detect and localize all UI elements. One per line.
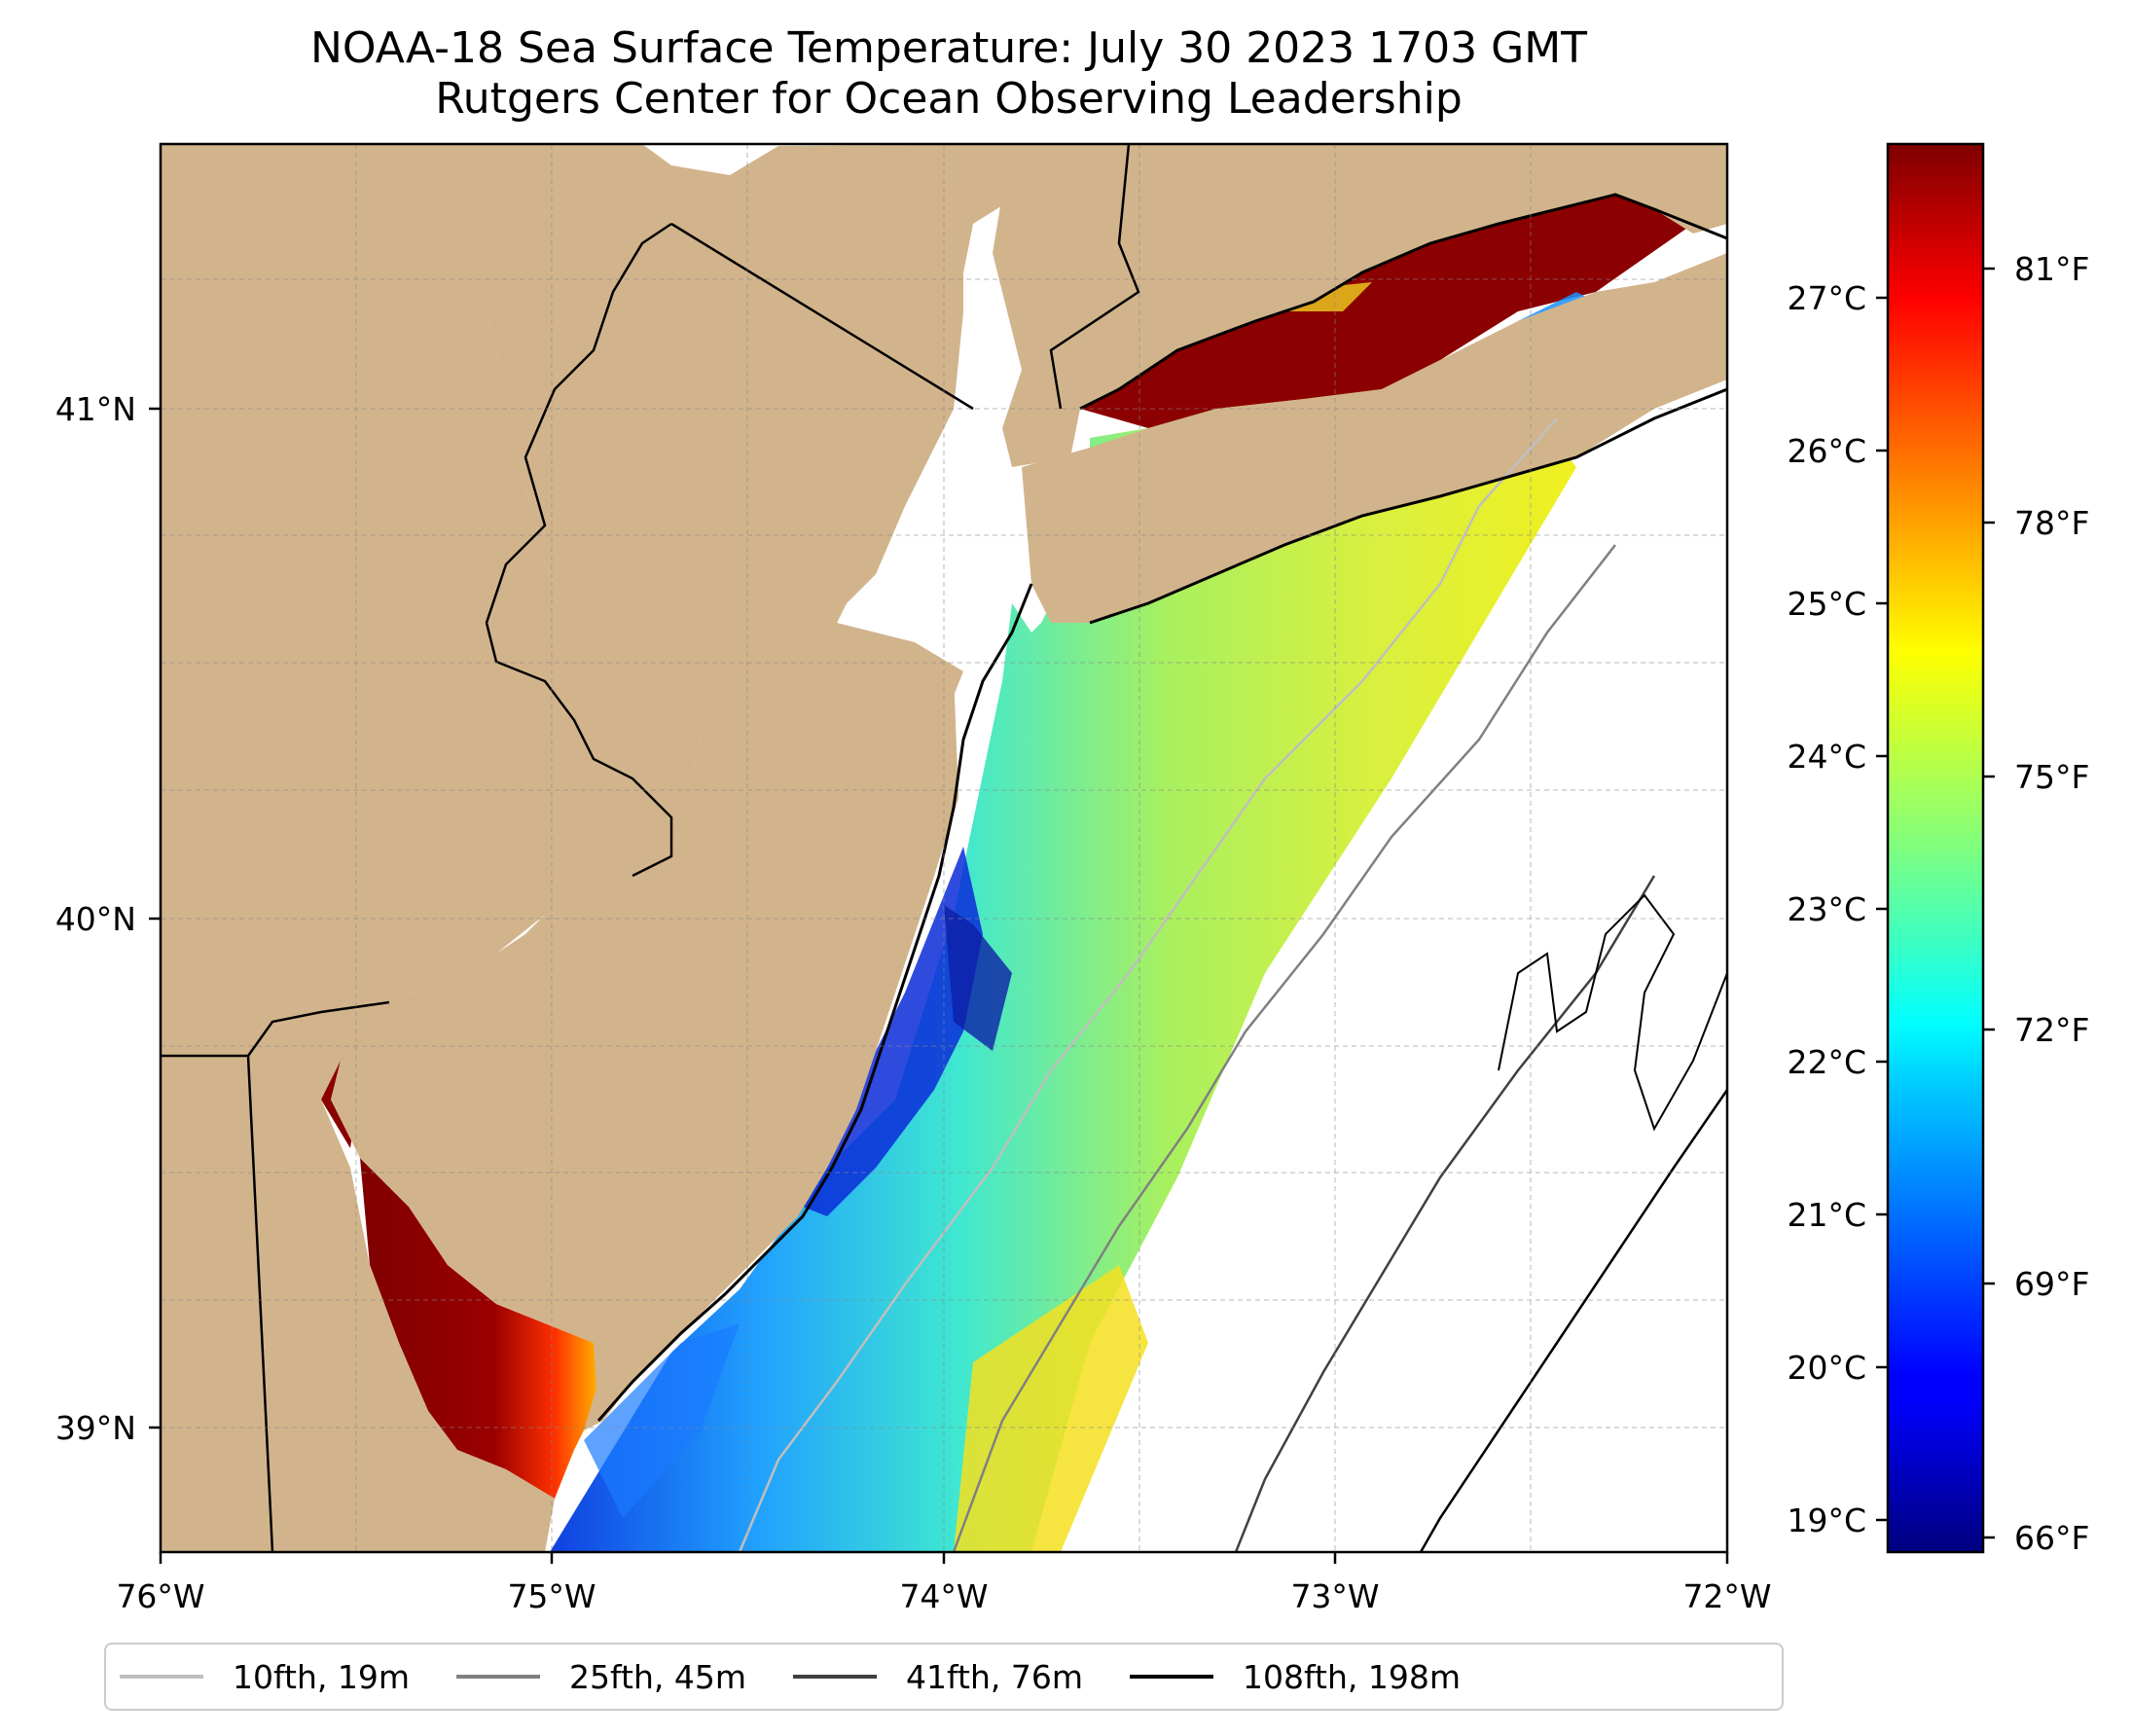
sst-nearshore-cold bbox=[778, 847, 983, 1216]
title-line-1: NOAA-18 Sea Surface Temperature: July 30… bbox=[309, 23, 1588, 73]
sst-south-blue bbox=[584, 1323, 740, 1518]
gridlines bbox=[161, 144, 1727, 1552]
lat-tick-label: 39°N bbox=[55, 1409, 136, 1447]
fahrenheit-tick-label: 69°F bbox=[2014, 1265, 2089, 1303]
border-ny-nj bbox=[670, 222, 974, 411]
celsius-tick-label: 21°C bbox=[1787, 1196, 1866, 1234]
coastline-sound bbox=[1079, 193, 1727, 411]
border-pa-de bbox=[161, 1054, 274, 1552]
contour-10fth bbox=[738, 417, 1558, 1552]
celsius-tick-label: 23°C bbox=[1787, 890, 1866, 928]
fahrenheit-tick-label: 78°F bbox=[2014, 504, 2089, 542]
border-ny-ct bbox=[1049, 144, 1140, 410]
colorbar bbox=[1886, 142, 1985, 1554]
celsius-tick-label: 27°C bbox=[1787, 279, 1866, 317]
axis-ticks bbox=[149, 407, 1729, 1564]
delaware-bay-sst bbox=[360, 1158, 603, 1499]
sst-swath bbox=[550, 350, 1576, 1552]
land-west bbox=[161, 144, 701, 1552]
lat-tick-label: 41°N bbox=[55, 390, 136, 428]
land-nj-main bbox=[331, 165, 973, 1421]
fahrenheit-tick-label: 66°F bbox=[2014, 1519, 2089, 1557]
li-sound-sst bbox=[1080, 195, 1693, 428]
lon-tick-label: 74°W bbox=[899, 1577, 988, 1615]
legend-label: 108fth, 198m bbox=[1243, 1657, 1461, 1696]
lon-tick-label: 73°W bbox=[1290, 1577, 1379, 1615]
legend-line-10fth bbox=[120, 1675, 203, 1679]
fahrenheit-tick-label: 72°F bbox=[2014, 1011, 2089, 1049]
lon-tick-label: 75°W bbox=[507, 1577, 596, 1615]
celsius-ticks bbox=[1876, 296, 1888, 1522]
legend-label: 10fth, 19m bbox=[233, 1657, 410, 1696]
contour-108fth bbox=[1419, 1089, 1727, 1552]
figure-title: NOAA-18 Sea Surface Temperature: July 30… bbox=[0, 23, 1897, 125]
legend-entry-108fth: 108fth, 198m bbox=[1130, 1658, 1461, 1696]
land-ny-ct bbox=[983, 144, 1727, 467]
celsius-tick-label: 24°C bbox=[1787, 738, 1866, 776]
border-nj-pa bbox=[485, 222, 673, 878]
legend-line-25fth bbox=[456, 1675, 540, 1679]
contour-41fth bbox=[1234, 875, 1656, 1552]
celsius-tick-label: 25°C bbox=[1787, 585, 1866, 623]
legend-line-41fth bbox=[793, 1675, 877, 1679]
celsius-tick-label: 26°C bbox=[1787, 432, 1866, 470]
legend-entry-41fth: 41fth, 76m bbox=[793, 1658, 1083, 1696]
title-line-2: Rutgers Center for Ocean Observing Leade… bbox=[435, 74, 1463, 124]
sst-mid-cold bbox=[944, 905, 1012, 1051]
legend-line-108fth bbox=[1130, 1675, 1213, 1679]
lon-tick-label: 72°W bbox=[1682, 1577, 1771, 1615]
fahrenheit-ticks bbox=[1983, 267, 1995, 1539]
land-long-island bbox=[1022, 253, 1727, 623]
depth-legend: 10fth, 19m 25fth, 45m 41fth, 76m 108fth,… bbox=[104, 1643, 1784, 1711]
legend-entry-10fth: 10fth, 19m bbox=[120, 1658, 410, 1696]
contour-25fth bbox=[952, 544, 1616, 1552]
lon-tick-label: 76°W bbox=[116, 1577, 204, 1615]
fahrenheit-tick-label: 75°F bbox=[2014, 758, 2089, 796]
celsius-tick-label: 22°C bbox=[1787, 1043, 1866, 1081]
contour-108fth-2 bbox=[1498, 893, 1727, 1132]
legend-label: 41fth, 76m bbox=[906, 1657, 1083, 1696]
coastline-nj bbox=[596, 583, 1033, 1422]
legend-label: 25fth, 45m bbox=[569, 1657, 746, 1696]
coastline-li bbox=[1089, 387, 1727, 625]
sst-offshore-warm bbox=[954, 1265, 1148, 1552]
lat-tick-label: 40°N bbox=[55, 900, 136, 938]
celsius-tick-label: 19°C bbox=[1787, 1501, 1866, 1539]
celsius-tick-label: 20°C bbox=[1787, 1349, 1866, 1387]
legend-entry-25fth: 25fth, 45m bbox=[456, 1658, 746, 1696]
border-de-curve bbox=[246, 1000, 390, 1057]
fahrenheit-tick-label: 81°F bbox=[2014, 250, 2089, 288]
